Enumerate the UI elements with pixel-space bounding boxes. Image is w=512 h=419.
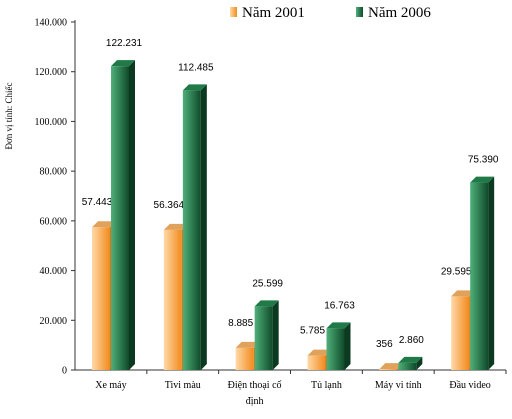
y-tick-label: 40.000 [40,266,68,277]
y-tick-label: 60.000 [40,216,68,227]
bar-side-2006 [129,60,135,371]
bar-top-2006 [398,356,423,363]
bar-top-2001 [451,290,476,297]
y-tick-label: 80.000 [40,167,68,178]
bar-2001 [92,227,110,370]
bar-2006 [254,306,273,370]
bar-2001 [163,229,182,370]
bar-top-2001 [92,221,116,228]
bar-top-2006 [326,322,351,329]
bar-2006 [326,328,345,370]
bar-top-2001 [235,341,260,348]
bar-2001 [379,369,398,370]
bar-side-2006 [488,176,495,370]
bar-2001 [451,296,470,370]
legend-label: Năm 2001 [242,5,305,21]
data-label: 5.785 [300,326,325,337]
bar-2001 [235,347,254,370]
bar-top-2006 [111,60,135,67]
y-tick-label: 120.000 [35,67,68,78]
y-tick-label: 20.000 [40,316,68,327]
bar-2001 [307,355,326,370]
y-tick-label: 0 [62,366,67,377]
x-category-label: Đầu video [449,380,490,391]
data-label: 122.231 [106,38,143,49]
y-axis-label: Đơn vị tính: Chiếc [4,82,14,149]
bar-top-2006 [254,300,279,307]
data-label: 2.860 [399,335,424,346]
data-label: 16.763 [324,300,355,311]
data-label: 25.599 [252,278,283,289]
bar-top-2001 [163,223,188,230]
bar-side-2006 [272,300,279,370]
data-label: 57.443 [82,197,113,208]
data-label: 29.595 [441,266,472,277]
data-label: 56.364 [154,200,185,211]
x-category-label: định [246,396,264,407]
x-category-label: Tủ lạnh [311,380,342,391]
legend-swatch [356,7,363,17]
y-tick-label: 140.000 [35,18,68,29]
x-category-label: Máy vi tính [375,380,422,391]
legend-swatch [230,7,237,17]
bar-2006 [470,182,489,370]
bar-top-2006 [470,176,495,183]
bar-2006 [111,66,129,371]
y-tick-label: 100.000 [35,117,68,128]
x-category-label: Điện thoại cố [228,380,282,391]
bar-top-2001 [379,363,404,370]
bar-side-2006 [344,322,351,370]
x-category-label: Tivi màu [165,380,201,391]
x-category-label: Xe máy [95,380,126,391]
bar-side-2006 [416,356,423,370]
bar-side-2006 [200,84,207,370]
bar-top-2001 [307,349,332,356]
data-label: 356 [376,339,393,350]
data-label: 112.485 [178,62,214,73]
legend-label: Năm 2006 [368,5,431,21]
bar-top-2006 [182,84,207,91]
bar-2006 [182,90,201,370]
data-label: 75.390 [468,155,499,166]
bar-2006 [398,362,417,370]
data-label: 8.885 [228,318,253,329]
